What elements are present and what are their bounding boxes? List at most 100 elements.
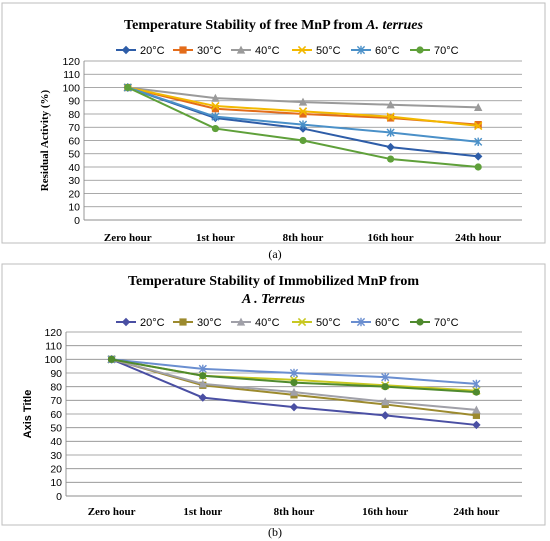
chart-1-data-point xyxy=(298,97,308,106)
chart-2-ytick-label: 10 xyxy=(50,477,62,489)
chart-1-data-point xyxy=(211,112,220,121)
chart-1-title: Temperature Stability of free MnP from A… xyxy=(124,18,423,33)
chart-2-ytick-label: 30 xyxy=(50,450,62,462)
chart-2-xtick-label: 24th hour xyxy=(453,506,499,518)
chart-1-series-70c xyxy=(124,83,482,171)
chart-2-data-point xyxy=(472,405,481,414)
chart-2-ytick-label: 100 xyxy=(44,354,62,366)
chart-2-legend-marker xyxy=(297,317,307,327)
chart-2-data-point xyxy=(198,393,207,402)
chart-2-xtick-label: 8th hour xyxy=(274,506,315,518)
chart-2-ytick-label: 20 xyxy=(50,463,62,475)
chart-1-y-axis-title: Residual Activity (%) xyxy=(39,89,51,191)
chart-2-legend-label: 70°C xyxy=(434,317,459,329)
chart-2-legend-label: 30°C xyxy=(197,317,222,329)
chart-2-data-point xyxy=(108,355,116,363)
chart-1-legend-marker xyxy=(297,45,307,55)
chart-2-frame xyxy=(1,263,546,526)
chart-1-ytick-label: 60 xyxy=(68,135,80,147)
chart-2-data-point xyxy=(198,364,207,374)
chart-2-ytick-label: 70 xyxy=(50,395,62,407)
chart-1-data-point xyxy=(211,93,220,102)
panel-label-2: (b) xyxy=(268,525,282,539)
chart-1-data-point xyxy=(211,105,219,113)
chart-2-xtick-label: 1st hour xyxy=(183,506,222,518)
chart-2-series-70c xyxy=(108,355,480,396)
chart-2-data-point xyxy=(381,397,390,406)
chart-1-data-point xyxy=(386,128,395,137)
chart-1-legend-label: 60°C xyxy=(375,45,400,57)
chart-1-data-point xyxy=(298,120,308,129)
chart-2-xtick-label: Zero hour xyxy=(88,506,136,518)
chart-1-legend-label: 70°C xyxy=(434,45,459,57)
chart-1-ytick-label: 40 xyxy=(68,162,80,174)
chart-2-legend-label: 40°C xyxy=(255,317,280,329)
chart-1-legend-marker xyxy=(179,46,187,54)
chart-2-data-point xyxy=(381,411,390,420)
chart-2-data-point xyxy=(381,372,390,382)
chart-1-ytick-label: 10 xyxy=(68,202,80,214)
chart-1-data-point xyxy=(474,121,483,131)
chart-2-legend-marker xyxy=(356,317,366,327)
chart-2: Temperature Stability of Immobilized MnP… xyxy=(1,263,546,526)
chart-2-legend: 20°C 30°C 40°C 50°C 60°C 70°C xyxy=(116,317,459,329)
chart-1-data-point xyxy=(474,121,482,129)
chart-1-ytick-label: 80 xyxy=(68,109,80,121)
chart-1-legend-label: 30°C xyxy=(197,45,222,57)
chart-1-ytick-label: 20 xyxy=(68,188,80,200)
chart-1-legend-marker xyxy=(236,45,246,54)
chart-2-ytick-label: 50 xyxy=(50,422,62,434)
chart-1-data-point xyxy=(386,112,395,121)
chart-2-ytick-label: 80 xyxy=(50,381,62,393)
chart-2-data-point xyxy=(472,379,481,389)
chart-2-legend-marker xyxy=(179,318,187,326)
panel-label-1: (a) xyxy=(268,247,281,261)
chart-1-data-point xyxy=(386,100,395,109)
chart-1-data-point xyxy=(387,155,395,163)
chart-1: Temperature Stability of free MnP from A… xyxy=(1,2,546,244)
chart-1-title-part: Temperature Stability of free MnP from xyxy=(124,18,366,33)
chart-1-legend-label: 40°C xyxy=(255,45,280,57)
chart-2-xtick-label: 16th hour xyxy=(362,506,408,518)
chart-2-data-point xyxy=(472,388,480,396)
chart-1-data-point xyxy=(474,137,483,147)
chart-2-ytick-label: 120 xyxy=(44,327,62,339)
chart-2-data-point xyxy=(472,411,480,419)
chart-2-title-line-1: Temperature Stability of Immobilized MnP… xyxy=(128,274,419,289)
chart-2-ytick-label: 40 xyxy=(50,436,62,448)
chart-1-ytick-label: 110 xyxy=(63,69,80,81)
chart-1-data-point xyxy=(386,142,395,152)
chart-1-xtick-label: 8th hour xyxy=(283,232,324,244)
chart-2-legend-label: 60°C xyxy=(375,317,400,329)
chart-2-data-point xyxy=(289,368,299,378)
chart-2-legend-label: 20°C xyxy=(140,317,165,329)
chart-1-legend-label: 20°C xyxy=(140,45,165,57)
chart-1-ytick-label: 100 xyxy=(62,82,80,94)
chart-2-data-point xyxy=(198,379,207,388)
chart-2-legend-label: 50°C xyxy=(316,317,341,329)
chart-1-ytick-label: 30 xyxy=(68,175,80,187)
chart-1-xtick-label: 1st hour xyxy=(196,232,235,244)
chart-1-xtick-label: 24th hour xyxy=(455,232,501,244)
chart-2-data-point xyxy=(199,372,207,380)
chart-1-ytick-label: 0 xyxy=(74,215,80,227)
chart-1-xtick-label: 16th hour xyxy=(368,232,414,244)
chart-1-data-point xyxy=(124,83,132,92)
chart-1-data-point xyxy=(474,152,483,161)
chart-1-data-point xyxy=(211,101,220,111)
chart-1-ytick-label: 70 xyxy=(68,122,80,134)
chart-2-ytick-label: 0 xyxy=(56,491,62,503)
chart-2-ytick-label: 90 xyxy=(50,368,62,380)
chart-1-title-species: A. terrues xyxy=(365,18,423,33)
chart-1-legend-marker xyxy=(356,45,366,55)
chart-2-title-line-2: A . Terreus xyxy=(241,292,305,307)
chart-1-data-point xyxy=(299,136,307,145)
chart-1-data-point xyxy=(474,163,482,171)
chart-2-legend-marker xyxy=(236,317,246,326)
chart-2-data-point xyxy=(289,402,299,412)
chart-2-legend-marker xyxy=(121,317,131,327)
chart-2-ytick-label: 60 xyxy=(50,409,62,421)
chart-1-legend-marker xyxy=(121,45,131,55)
chart-1-ytick-label: 90 xyxy=(68,96,80,108)
chart-1-series-40c xyxy=(123,83,483,111)
